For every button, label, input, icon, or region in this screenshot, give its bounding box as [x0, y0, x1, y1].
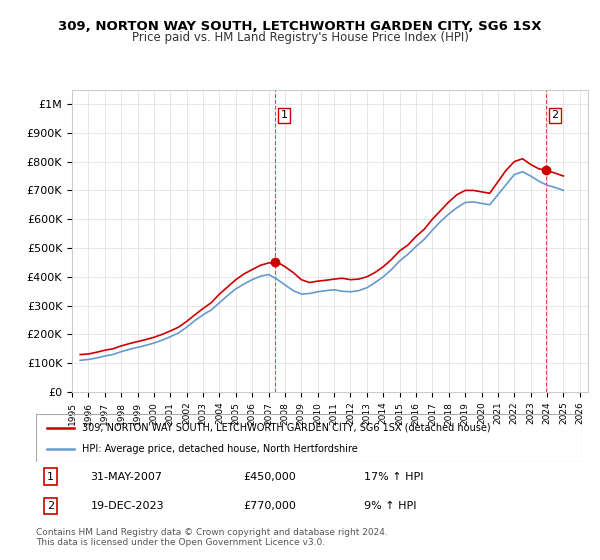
Text: Contains HM Land Registry data © Crown copyright and database right 2024.
This d: Contains HM Land Registry data © Crown c… [36, 528, 388, 547]
Text: 31-MAY-2007: 31-MAY-2007 [91, 472, 163, 482]
Text: HPI: Average price, detached house, North Hertfordshire: HPI: Average price, detached house, Nort… [82, 444, 358, 454]
Text: £450,000: £450,000 [244, 472, 296, 482]
Text: 1: 1 [280, 110, 287, 120]
Text: 2: 2 [551, 110, 559, 120]
Text: 19-DEC-2023: 19-DEC-2023 [91, 501, 164, 511]
Text: Price paid vs. HM Land Registry's House Price Index (HPI): Price paid vs. HM Land Registry's House … [131, 31, 469, 44]
Text: 9% ↑ HPI: 9% ↑ HPI [364, 501, 416, 511]
Text: 309, NORTON WAY SOUTH, LETCHWORTH GARDEN CITY, SG6 1SX (detached house): 309, NORTON WAY SOUTH, LETCHWORTH GARDEN… [82, 423, 491, 433]
Text: 1: 1 [47, 472, 54, 482]
Text: 309, NORTON WAY SOUTH, LETCHWORTH GARDEN CITY, SG6 1SX: 309, NORTON WAY SOUTH, LETCHWORTH GARDEN… [58, 20, 542, 32]
Text: 2: 2 [47, 501, 54, 511]
Text: 17% ↑ HPI: 17% ↑ HPI [364, 472, 423, 482]
Text: £770,000: £770,000 [244, 501, 296, 511]
